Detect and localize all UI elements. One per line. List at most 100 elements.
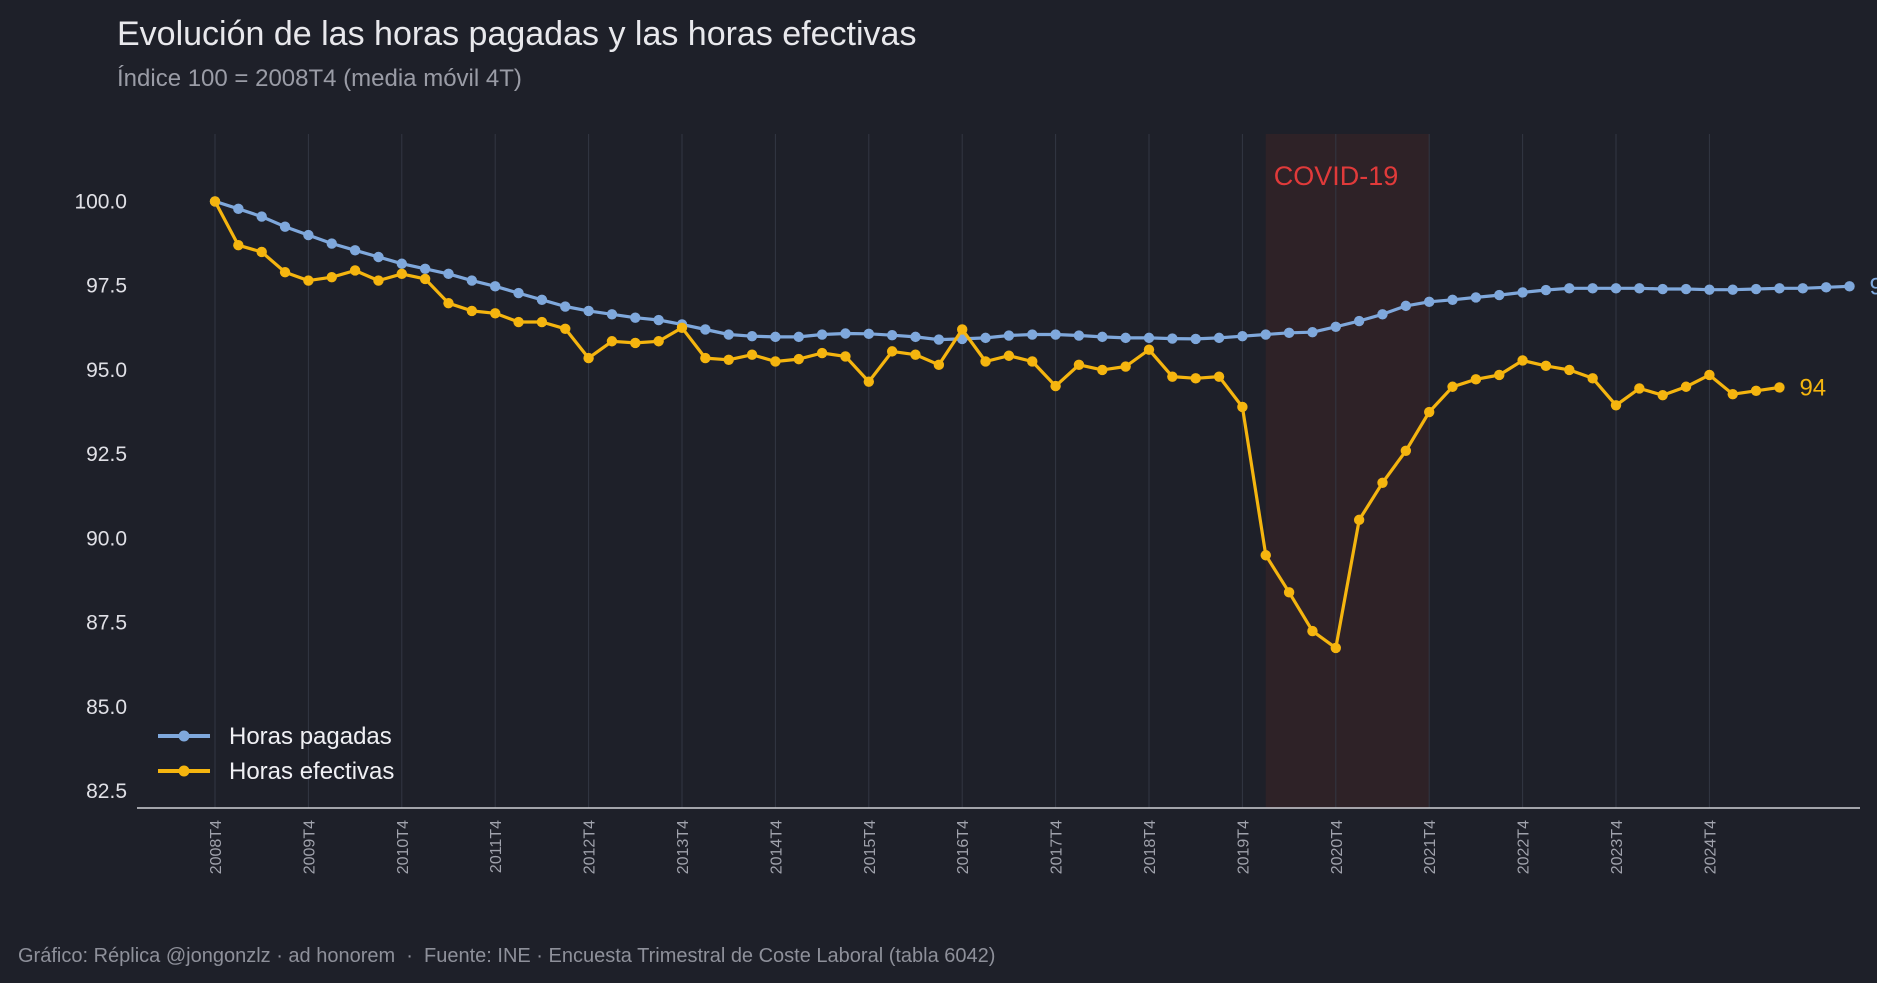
data-point-pagadas	[1517, 287, 1528, 298]
data-point-efectivas	[1680, 381, 1692, 392]
data-point-pagadas	[583, 305, 594, 317]
data-point-efectivas	[723, 354, 734, 365]
data-point-efectivas	[886, 346, 898, 357]
data-point-efectivas	[1774, 382, 1785, 393]
data-point-pagadas	[1003, 330, 1015, 341]
chart-footer: Gráfico: Réplica @jongonzlz · ad honorem…	[18, 945, 995, 967]
data-point-efectivas	[1704, 369, 1715, 381]
data-point-pagadas	[396, 258, 407, 269]
data-point-efectivas	[840, 351, 851, 362]
plot-area: 2008T4 2009T4 2010T4 2011T4 2012T4 2013T4 2014…	[74, 134, 1877, 874]
data-point-efectivas	[396, 268, 407, 280]
data-point-efectivas	[1307, 625, 1318, 637]
y-tick-label: 87.5	[86, 612, 127, 635]
data-point-pagadas	[1424, 296, 1435, 308]
data-point-pagadas	[1610, 283, 1622, 294]
end-label-efectivas: 94	[1799, 374, 1826, 401]
data-point-pagadas	[1657, 283, 1668, 295]
data-point-pagadas	[443, 268, 454, 280]
data-point-pagadas	[419, 263, 431, 274]
data-point-efectivas	[770, 356, 781, 367]
data-point-pagadas	[1073, 330, 1085, 341]
x-tick-label: 2017T4	[1049, 820, 1066, 874]
data-point-efectivas	[1353, 514, 1365, 526]
y-tick-label: 95.0	[86, 359, 127, 382]
data-point-pagadas	[1820, 282, 1832, 293]
data-point-efectivas	[1143, 344, 1155, 355]
data-point-efectivas	[676, 322, 688, 333]
data-point-efectivas	[443, 297, 454, 309]
y-tick-label: 92.5	[86, 443, 127, 466]
data-point-efectivas	[1494, 369, 1505, 381]
y-tick-label: 85.0	[86, 696, 127, 719]
data-point-efectivas	[1260, 550, 1271, 561]
x-tick-label: 2022T4	[1516, 820, 1533, 874]
data-point-efectivas	[1657, 389, 1668, 401]
data-point-pagadas	[1143, 332, 1155, 344]
x-tick-label: 2020T4	[1329, 820, 1346, 874]
data-point-efectivas	[1517, 355, 1528, 366]
legend-marker-pagadas	[178, 730, 190, 742]
data-point-pagadas	[1750, 283, 1762, 295]
data-point-efectivas	[1213, 371, 1225, 382]
data-point-pagadas	[1283, 327, 1295, 339]
data-point-pagadas	[1540, 284, 1552, 296]
data-point-efectivas	[1424, 406, 1435, 418]
data-point-efectivas	[1050, 380, 1061, 392]
data-point-efectivas	[279, 266, 291, 278]
data-point-pagadas	[1307, 326, 1318, 338]
y-tick-label: 97.5	[86, 275, 127, 298]
x-tick-label: 2019T4	[1235, 820, 1252, 874]
data-point-pagadas	[630, 312, 641, 323]
data-point-pagadas	[1634, 283, 1645, 294]
data-point-pagadas	[770, 331, 781, 343]
y-tick-label: 82.5	[86, 780, 127, 803]
x-tick-label: 2021T4	[1422, 820, 1439, 874]
data-point-pagadas	[1844, 281, 1855, 292]
data-point-efectivas	[980, 356, 991, 367]
data-point-pagadas	[653, 314, 664, 326]
data-point-efectivas	[1470, 374, 1482, 385]
data-point-pagadas	[1050, 329, 1061, 340]
data-point-efectivas	[513, 316, 524, 328]
data-point-efectivas	[1120, 361, 1131, 372]
legend-label-pagadas: Horas pagadas	[229, 723, 392, 750]
data-point-pagadas	[303, 229, 314, 241]
data-point-efectivas	[910, 349, 921, 360]
data-point-efectivas	[1377, 477, 1388, 488]
data-point-pagadas	[1447, 294, 1458, 306]
data-point-efectivas	[1540, 360, 1552, 372]
data-point-pagadas	[466, 275, 478, 286]
data-point-efectivas	[1447, 381, 1458, 392]
data-point-efectivas	[1237, 401, 1248, 413]
data-point-pagadas	[1704, 284, 1715, 295]
data-point-pagadas	[980, 332, 991, 344]
data-point-pagadas	[349, 245, 361, 256]
data-point-efectivas	[1027, 356, 1038, 367]
data-point-efectivas	[1727, 388, 1738, 400]
data-point-pagadas	[863, 328, 874, 340]
legend: Horas pagadas Horas efectivas	[158, 723, 394, 785]
data-point-efectivas	[1587, 373, 1598, 384]
data-point-efectivas	[630, 337, 641, 349]
data-point-efectivas	[1167, 371, 1178, 382]
data-point-pagadas	[1260, 329, 1271, 340]
data-point-efectivas	[1564, 364, 1575, 376]
y-tick-label: 100.0	[74, 190, 127, 213]
data-point-pagadas	[723, 329, 734, 340]
data-point-pagadas	[1027, 329, 1038, 340]
data-point-efectivas	[653, 336, 664, 347]
data-point-pagadas	[606, 309, 618, 320]
chart-subtitle: Índice 100 = 2008T4 (media móvil 4T)	[117, 65, 522, 92]
x-tick-label: 2023T4	[1609, 820, 1626, 874]
data-point-efectivas	[863, 376, 874, 387]
data-point-efectivas	[233, 240, 244, 251]
data-point-efectivas	[1073, 359, 1085, 371]
data-point-pagadas	[910, 331, 921, 343]
x-tick-label: 2015T4	[862, 820, 879, 874]
data-point-pagadas	[1564, 283, 1575, 294]
data-point-efectivas	[957, 324, 968, 335]
x-tick-label: 2016T4	[955, 820, 972, 874]
data-point-pagadas	[886, 329, 898, 341]
